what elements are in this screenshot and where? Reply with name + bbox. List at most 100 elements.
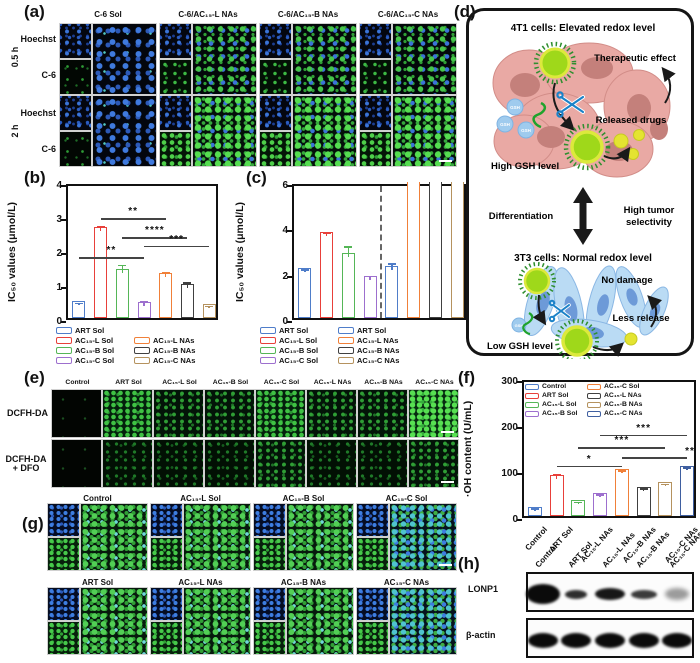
- panel-d: (d) 4T1 cells: Elevated redox level: [452, 0, 700, 366]
- no-damage-label: No damage: [601, 275, 652, 286]
- merged-image: [92, 95, 157, 167]
- legend-item: AC₁₅-L Sol: [260, 336, 338, 345]
- bar-AC₁₅-L-NAs: [636, 486, 651, 516]
- panel-h: (h) LONP1 β-actin Control ART Sol AC₁₅-L N…: [454, 530, 700, 663]
- uptake-arrow-3t3: [532, 294, 547, 326]
- y-tick-mark: [61, 287, 66, 289]
- legend-label: AC₁₅-C NAs: [357, 355, 400, 365]
- legend-label: AC₁₅-B Sol: [279, 345, 319, 355]
- legend-item: AC₁₅-C NAs: [134, 356, 212, 365]
- bar-ART-Sol: [385, 265, 399, 318]
- legend-label: AC₁₅-B NAs: [357, 345, 400, 355]
- dcfhda-image: [357, 439, 408, 488]
- legend-row: AC₁₅-L Sol AC₁₅-L NAs: [260, 336, 416, 346]
- error-cap: [140, 300, 148, 303]
- g-col-header: AC₁₅-C Sol: [385, 494, 428, 503]
- error-cap: [183, 282, 192, 284]
- legend-item: AC₁₅-B NAs: [587, 401, 649, 408]
- hoechst-thumb: [47, 503, 80, 537]
- time-label-2h: 2 h: [10, 124, 20, 138]
- merged-image: [392, 23, 457, 95]
- drug-dot-3t3: [624, 332, 638, 346]
- group-divider: [380, 186, 382, 318]
- bar-ART-Sol: [72, 301, 86, 318]
- 4t1-title: 4T1 cells: Elevated redox level: [511, 23, 656, 34]
- polymer-chain: [532, 101, 547, 129]
- merged-image: [80, 503, 148, 571]
- polymer-chain-3t3: [522, 312, 534, 336]
- panel-b-label: (b): [24, 168, 46, 187]
- legend-row: AC₁₅-C Sol AC₁₅-C NAs: [260, 355, 416, 365]
- panel-f-label: (f): [458, 368, 475, 387]
- legend-swatch: [587, 383, 601, 390]
- legend-swatch: [260, 337, 276, 345]
- panel-a: (a) 0.5 h 2 h Hoechst C-6 Hoechst C-6 C-…: [8, 0, 460, 167]
- error-bar: [686, 468, 688, 471]
- panel-g-label: (g): [22, 514, 44, 533]
- scale-bar: [441, 480, 454, 483]
- merged-image: [392, 95, 457, 167]
- error-bar: [391, 264, 393, 270]
- svg-text:GSH: GSH: [521, 128, 531, 133]
- bar-AC₁₅-C-Sol: [614, 469, 629, 516]
- legend-item: AC₁₅-L Sol: [525, 401, 587, 408]
- error-cap: [96, 225, 105, 228]
- y-tick-label: 100: [501, 468, 518, 479]
- legend-label: AC₁₅-B Sol: [542, 410, 578, 417]
- svg-text:GSH: GSH: [515, 323, 524, 328]
- chart-legend: ART Sol ART Sol AC₁₅-L Sol AC₁₅-L NAs AC₁₅-B…: [260, 326, 416, 365]
- bar-AC₁₅-B-NAs: [658, 482, 673, 516]
- selectivity-label-1: High tumor: [624, 205, 675, 216]
- y-tick-mark: [517, 427, 522, 429]
- bar-Control: [527, 506, 542, 516]
- significance-stars: **: [128, 206, 139, 218]
- hoechst-thumb: [150, 587, 183, 621]
- bar-AC₁₅-B-NAs: [428, 182, 442, 318]
- uptake-arrow: [552, 82, 575, 131]
- panel-b: (b) 0 1 2 3 4 ** **** *** ** ART Sol AC₁₅-L Sol AC₁…: [2, 166, 228, 368]
- legend-swatch: [338, 346, 354, 354]
- legend-swatch: [56, 356, 72, 364]
- error-cap: [366, 275, 375, 278]
- merged-image: [389, 587, 457, 655]
- significance-line: [578, 447, 666, 449]
- release-arrow: [603, 146, 631, 163]
- panel-f: (f) 0 100 200 300 * ** *** *** Control ART Sol AC₁…: [458, 366, 700, 565]
- legend-label: AC₁₅-B NAs: [604, 401, 643, 408]
- plot-area-c: 0 2 4 6: [282, 180, 466, 327]
- legend-item: AC₁₅-B NAs: [134, 346, 212, 355]
- legend-swatch: [134, 337, 150, 345]
- plot-area-b: 0 1 2 3 4 ** **** *** **: [56, 180, 218, 327]
- bar-AC₁₅-C-NAs: [450, 182, 464, 318]
- row-label-dcfhda-dfo-1: DCFH-DA: [5, 454, 47, 464]
- dcfhda-image: [153, 389, 204, 438]
- e-col-header: ART Sol: [115, 379, 142, 386]
- error-cap: [661, 483, 670, 486]
- merged-image: [286, 503, 354, 571]
- legend-item: ART Sol: [56, 326, 134, 335]
- panel-d-frame: 4T1 cells: Elevated redox level: [466, 8, 694, 359]
- legend-row: AC₁₅-L Sol AC₁₅-B NAs: [525, 400, 649, 409]
- legend-item: AC₁₅-L NAs: [338, 336, 416, 345]
- svg-text:GSH: GSH: [510, 105, 520, 110]
- legend-swatch: [525, 383, 539, 390]
- legend-swatch: [587, 410, 601, 417]
- c6-thumb: [159, 59, 192, 95]
- panel-e-label: (e): [24, 368, 45, 387]
- panel-c: (c) 0 2 4 6 ART Sol ART Sol AC₁₅-L Sol AC₁₅-L N…: [226, 166, 466, 368]
- y-tick-mark: [287, 230, 292, 233]
- significance-line: [78, 257, 144, 259]
- y-tick-mark: [61, 219, 66, 221]
- error-cap: [205, 305, 214, 308]
- lonp1-band: [565, 589, 588, 599]
- hoechst-thumb: [159, 23, 192, 59]
- significance-line: [621, 457, 688, 460]
- significance-stars: **: [685, 446, 695, 458]
- significance-line: [100, 218, 166, 220]
- legend-row: AC₁₅-B Sol AC₁₅-B NAs: [56, 346, 212, 356]
- g-col-header: AC₁₅-B NAs: [280, 578, 327, 587]
- legend-label: AC₁₅-L NAs: [357, 336, 399, 346]
- bactin-band: [628, 632, 659, 648]
- legend-swatch: [260, 346, 276, 354]
- green-thumb: [356, 537, 389, 571]
